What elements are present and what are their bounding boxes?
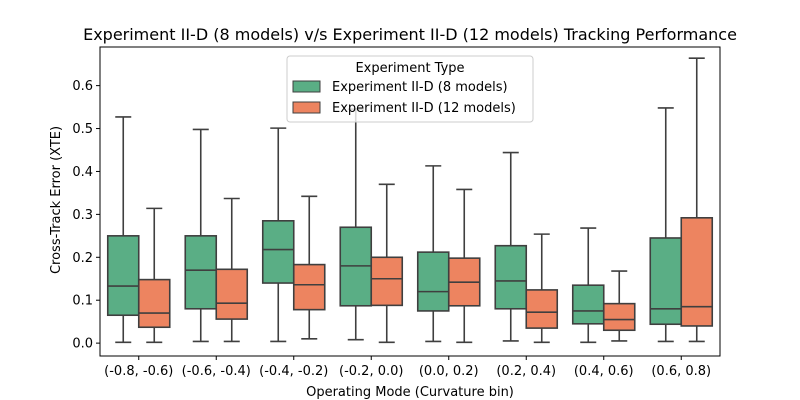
x-tick-label: (-0.6, -0.4) [182, 364, 251, 379]
legend-swatch [292, 80, 321, 93]
y-axis-label: Cross-Track Error (XTE) [49, 126, 64, 274]
iqr-box [370, 256, 404, 307]
box-plot-8-models [184, 128, 218, 343]
iqr-box [571, 284, 605, 325]
iqr-box [680, 217, 714, 327]
y-tick-label: 0.3 [72, 208, 93, 223]
x-tick-label: (-0.8, -0.6) [104, 364, 173, 379]
y-tick-label: 0.4 [72, 165, 93, 180]
x-tick-label: (-0.4, -0.2) [259, 364, 328, 379]
iqr-box [261, 220, 295, 284]
plot-area: 0.0 0.1 0.2 0.3 0.4 0.5 0.6 (-0.8, -0.6) (-0.6, … [72, 46, 721, 379]
box-plot-12-models [137, 207, 171, 344]
y-tick-label: 0.6 [72, 79, 93, 94]
y-tick-label: 0.5 [72, 122, 93, 137]
chart-title: Experiment II-D (8 models) v/s Experimen… [83, 25, 737, 44]
box-plot-8-models [494, 151, 528, 342]
iqr-box [416, 251, 450, 312]
box-plot-8-models [339, 108, 373, 341]
box-plot-12-models [370, 183, 404, 344]
legend-frame [286, 55, 534, 123]
iqr-box [494, 244, 528, 310]
box-plot-8-models [649, 107, 683, 343]
x-axis-label: Operating Mode (Curvature bin) [306, 385, 514, 400]
legend-title: Experiment Type [355, 61, 464, 76]
box-plot-8-models [571, 227, 605, 344]
box-plot-8-models [261, 127, 295, 343]
legend-swatch [292, 101, 321, 114]
x-tick-label: (0.0, 0.2) [419, 364, 479, 379]
legend-entry-label: Experiment II-D (12 models) [332, 101, 516, 116]
x-tick-label: (0.4, 0.6) [574, 364, 634, 379]
x-tick-label: (0.6, 0.8) [651, 364, 711, 379]
iqr-box [602, 302, 636, 332]
y-tick-label: 0.0 [72, 337, 93, 352]
box-plot-12-models [292, 195, 326, 340]
iqr-box [215, 268, 249, 320]
x-tick-label: (0.2, 0.4) [496, 364, 556, 379]
box-plot-12-models [525, 233, 559, 344]
legend-entry-label: Experiment II-D (8 models) [332, 80, 508, 95]
box-plot-12-models [680, 57, 714, 343]
box-plot-8-models [106, 116, 140, 344]
iqr-box [137, 278, 171, 329]
legend: Experiment Type Experiment II-D (8 models… [286, 55, 534, 123]
iqr-box [106, 235, 140, 317]
iqr-box [292, 263, 326, 311]
iqr-box [184, 235, 218, 310]
y-tick-label: 0.1 [72, 294, 93, 309]
x-tick-label: (-0.2, 0.0) [339, 364, 403, 379]
box-plot-12-models [447, 188, 481, 344]
iqr-box [525, 289, 559, 329]
box-plot-12-models [215, 197, 249, 343]
iqr-box [649, 237, 683, 326]
box-plot-12-models [602, 270, 636, 342]
y-tick-label: 0.2 [72, 251, 93, 266]
plot-frame [99, 46, 721, 357]
box-plot-8-models [416, 165, 450, 343]
